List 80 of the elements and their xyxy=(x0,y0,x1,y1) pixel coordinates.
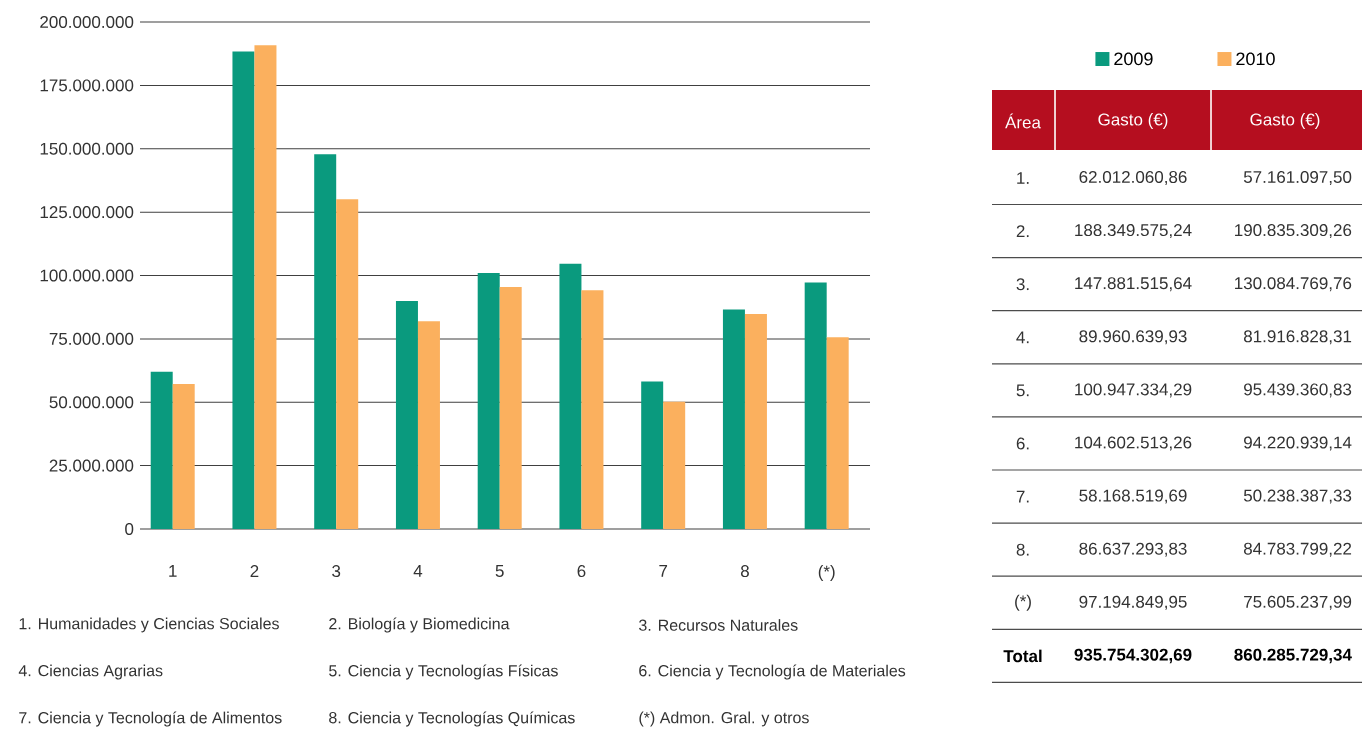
text: 5. Ciencia y Tecnologías Físicas xyxy=(329,664,558,680)
text: (*) Admon. Gral. y otros xyxy=(639,711,809,727)
text: 1. Humanidades y Ciencias Sociales xyxy=(19,617,279,633)
x-tick-label: 2 xyxy=(250,565,259,577)
text: 95.439.360,83 xyxy=(1244,383,1352,398)
x-tick-label: 4 xyxy=(413,565,423,577)
y-tick-label: 200.000.000 xyxy=(40,16,134,29)
bar xyxy=(499,287,522,529)
y-tick-label: 50.000.000 xyxy=(49,396,134,409)
text: 8. Ciencia y Tecnologías Químicas xyxy=(329,711,575,727)
bar xyxy=(232,51,255,529)
bar xyxy=(417,321,440,529)
text: 84.783.799,22 xyxy=(1243,542,1352,557)
text: 190.835.309,26 xyxy=(1235,224,1352,239)
y-tick-label: 175.000.000 xyxy=(40,79,134,92)
y-tick-label: 25.000.000 xyxy=(49,459,134,472)
text: 100.947.334,29 xyxy=(1075,383,1192,398)
bar xyxy=(559,263,582,529)
x-tick-label: 6 xyxy=(577,565,586,578)
text: 104.602.513,26 xyxy=(1075,436,1192,451)
x-tick-label: 1 xyxy=(169,565,177,577)
text: 860.285.729,34 xyxy=(1234,648,1352,664)
text: 94.220.939,14 xyxy=(1244,436,1352,451)
bar xyxy=(663,401,686,529)
text: 6. Ciencia y Tecnología de Materiales xyxy=(639,664,906,680)
bar xyxy=(477,273,500,529)
text: 935.754.302,69 xyxy=(1074,648,1192,664)
y-tick-label: 100.000.000 xyxy=(40,269,134,282)
y-tick-label: 150.000.000 xyxy=(40,142,134,155)
bar xyxy=(172,384,195,529)
legend-label: 2009 xyxy=(1114,52,1153,66)
text: 57.161.097,50 xyxy=(1243,170,1352,186)
text: 147.881.515,64 xyxy=(1075,277,1192,292)
text: 7. Ciencia y Tecnología de Alimentos xyxy=(19,711,282,727)
bar xyxy=(395,300,418,529)
text: 1. xyxy=(1017,172,1029,184)
bar xyxy=(314,154,337,529)
text: 75.605.237,99 xyxy=(1244,595,1352,610)
text: 188.349.575,24 xyxy=(1075,224,1192,239)
text: (*) xyxy=(1015,594,1031,611)
x-tick-label: 7 xyxy=(659,565,668,577)
text: 6. xyxy=(1016,437,1029,450)
y-tick-label: 125.000.000 xyxy=(40,206,134,219)
text: Gasto (€) xyxy=(1098,113,1168,129)
text: 86.637.293,83 xyxy=(1079,542,1187,557)
text: 50.238.387,33 xyxy=(1243,489,1352,504)
bar xyxy=(254,45,277,529)
x-tick-label: 3 xyxy=(332,565,341,578)
bar xyxy=(826,337,849,529)
text: 5. xyxy=(1016,384,1029,397)
bar xyxy=(581,290,604,529)
x-tick-label: 5 xyxy=(495,565,504,577)
text: 4. Ciencias Agrarias xyxy=(18,664,163,680)
bar xyxy=(804,282,827,529)
y-tick-label: 0 xyxy=(125,523,134,536)
text: 4. xyxy=(1016,331,1029,344)
text: 2. xyxy=(1016,225,1029,238)
bar xyxy=(641,381,664,529)
text: 3. Recursos Naturales xyxy=(639,619,798,631)
bar xyxy=(744,314,767,529)
text: 130.084.769,76 xyxy=(1235,277,1352,292)
bar xyxy=(336,199,359,529)
bar xyxy=(150,371,173,529)
legend-label: 2010 xyxy=(1236,52,1275,66)
x-tick-label: (*) xyxy=(818,565,835,581)
text: Total xyxy=(1003,649,1042,663)
text: 89.960.639,93 xyxy=(1079,330,1187,345)
bar xyxy=(722,309,745,529)
text: 7. xyxy=(1016,490,1029,503)
x-tick-label: 8 xyxy=(740,565,749,578)
text: Área xyxy=(1005,113,1041,129)
text: 2. Biología y Biomedicina xyxy=(329,617,510,633)
y-tick-label: 75.000.000 xyxy=(49,332,134,345)
text: 58.168.519,69 xyxy=(1079,489,1187,504)
text: 8. xyxy=(1016,543,1029,556)
text: Gasto (€) xyxy=(1250,113,1320,129)
text: 97.194.849,95 xyxy=(1079,595,1187,610)
text: 81.916.828,31 xyxy=(1243,330,1352,345)
text: 62.012.060,86 xyxy=(1079,170,1187,186)
text: 3. xyxy=(1016,278,1029,291)
